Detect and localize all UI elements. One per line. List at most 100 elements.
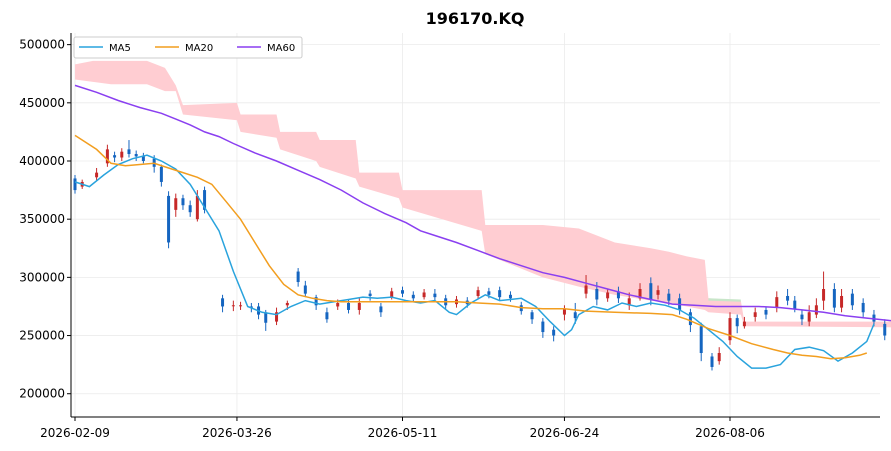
candle [832,283,836,313]
candle-body [508,294,512,299]
candle-body [401,290,404,294]
candle [314,294,318,310]
candle [530,309,534,324]
candle [422,289,426,300]
y-tick-label: 350000 [19,212,65,226]
candle-body [239,305,243,307]
candle [606,289,610,302]
candle-body [541,321,545,333]
candle-body [231,305,235,307]
candle [822,271,826,310]
legend-label-ma20: MA20 [185,43,213,54]
candle-body [616,291,620,299]
candle-body [883,323,887,336]
y-tick-label: 300000 [19,270,65,284]
candle-body [314,297,318,306]
y-tick-label: 500000 [19,38,65,52]
candle-body [573,312,577,319]
candle-body [347,302,351,310]
candle-body [688,312,692,326]
line-ma5 [74,154,875,369]
candle-body [638,289,642,299]
candle-body [717,353,721,362]
candle-body [822,289,826,301]
x-tick-label: 2026-08-06 [695,426,765,440]
candle-body [793,300,797,309]
candle-body [95,172,99,178]
candle-body [487,291,491,295]
candle [656,285,660,300]
y-axis-ticks: 200000 250000 300000 350000 400000 450000 5000… [19,38,71,401]
legend-label-ma5: MA5 [109,43,131,54]
candle [883,319,887,341]
candle-body [379,306,383,313]
candle-body [786,295,790,301]
chart-title: 196170.KQ [426,9,525,28]
candle [649,277,653,306]
candle-body [336,302,340,307]
x-axis-ticks: 2026-02-09 2026-03-26 2026-05-11 2026-06-24… [40,417,765,440]
candle-body [667,293,671,301]
candle [840,289,844,313]
line-ma60 [74,84,891,322]
candle [753,307,757,322]
candle-body [105,149,109,164]
candle [562,305,566,321]
candle-body [181,198,185,206]
candle [221,294,225,313]
candle-body [530,312,534,320]
candle-body [552,329,556,336]
candle [807,305,811,327]
candle-body [710,356,714,367]
candle-body [753,312,757,317]
candle [325,307,329,323]
cloud-band-red [75,60,891,328]
candle-body [159,166,163,182]
candle [134,150,138,161]
candle-body [127,149,131,155]
candle-body [325,312,329,320]
candle-body [167,195,171,243]
candle [764,306,768,320]
candle [296,268,300,287]
candle-body [433,293,437,298]
candle-body [562,308,566,315]
candle-body [188,205,192,213]
candle [275,307,279,326]
ichimoku-cloud [75,60,891,328]
y-tick-label: 400000 [19,154,65,168]
candle [188,200,192,217]
line-ma20 [74,134,868,360]
cloud-band-green [708,298,741,302]
candle-body [303,285,307,294]
candle-body [203,190,207,210]
candle-body [656,290,660,295]
candle-body [249,306,253,308]
candle [584,275,588,299]
legend-label-ma60: MA60 [267,43,295,54]
candle-body [120,151,124,158]
y-tick-label: 250000 [19,329,65,343]
candle [203,186,207,214]
candle [786,289,790,306]
candle [411,291,415,302]
candle-body [584,285,588,294]
candle-body [872,314,876,322]
candle-body [390,291,394,298]
candle-body [221,298,225,307]
candle-body [775,297,779,308]
candle-body [195,195,199,220]
candle-body [174,198,178,210]
candle-body [275,312,279,322]
candle [73,174,77,194]
candle-body [113,155,117,158]
candle-body [357,302,361,310]
candle-body [595,289,599,300]
candle-body [627,298,631,306]
candle [113,151,117,163]
candle [710,353,714,371]
candle-body [606,292,610,299]
x-tick-label: 2026-03-26 [202,426,272,440]
